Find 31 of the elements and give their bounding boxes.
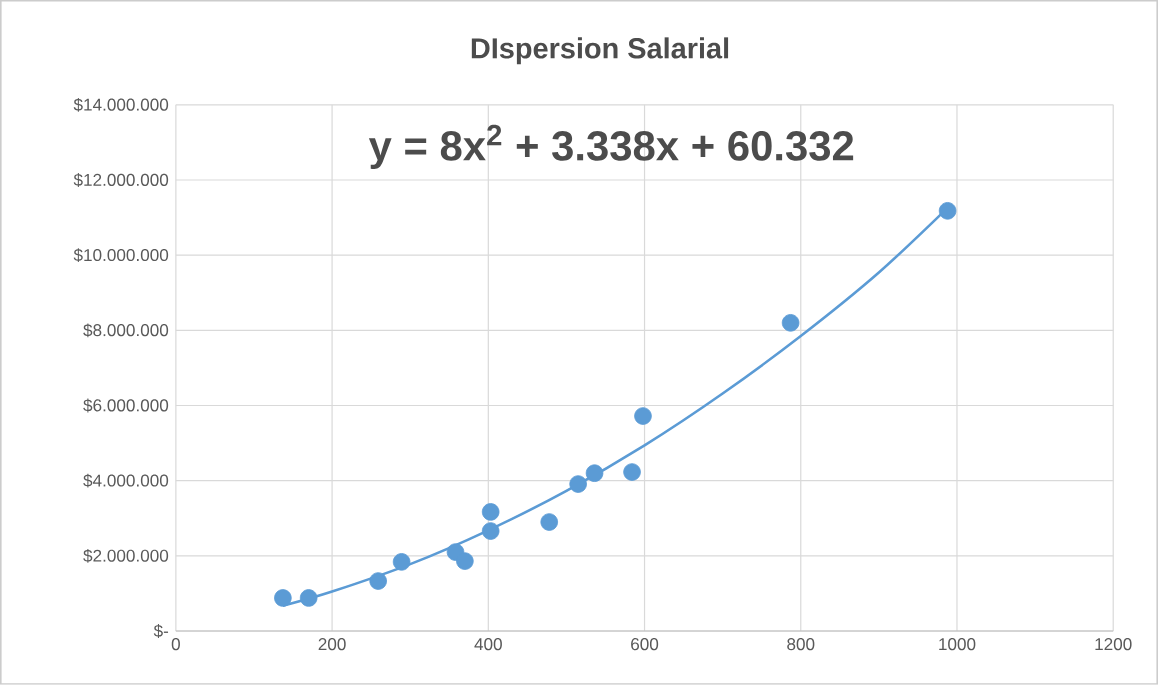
point: [569, 475, 587, 493]
annotation: y = 8x$^{2}$ + 3.338x + 60.332: [368, 124, 854, 170]
y-tick-label: $12.000.000: [73, 173, 169, 188]
x-tick-label: 800: [787, 638, 815, 651]
point: [369, 572, 387, 590]
point: [623, 463, 641, 481]
x-tick-label: 400: [474, 638, 502, 651]
point: [481, 503, 500, 521]
y-tick-label: $2.000.000: [83, 548, 169, 563]
x-tick-label: 0: [171, 638, 180, 651]
x-tick-label: 200: [318, 638, 346, 651]
y-tick-label: $10.000.000: [73, 248, 169, 263]
point: [781, 314, 800, 332]
point: [481, 522, 500, 540]
point: [274, 589, 292, 607]
point: [540, 513, 559, 531]
point: [938, 202, 957, 220]
y-tick-label: $8.000.000: [83, 323, 169, 338]
point: [634, 407, 652, 425]
x-tick-label: 1000: [939, 638, 976, 651]
y-tick-label: $-: [153, 624, 169, 639]
y-tick-label: $14.000.000: [73, 97, 169, 112]
point: [392, 553, 411, 571]
point: [585, 464, 604, 483]
x-tick-label: 1200: [1095, 638, 1132, 651]
x-tick-label: 600: [631, 638, 659, 651]
y-tick-label: $4.000.000: [83, 473, 169, 488]
y-tick-label: $6.000.000: [83, 398, 169, 413]
point: [456, 552, 474, 570]
point: [299, 589, 318, 607]
chart-title: DIspersion Salarial: [471, 37, 729, 65]
